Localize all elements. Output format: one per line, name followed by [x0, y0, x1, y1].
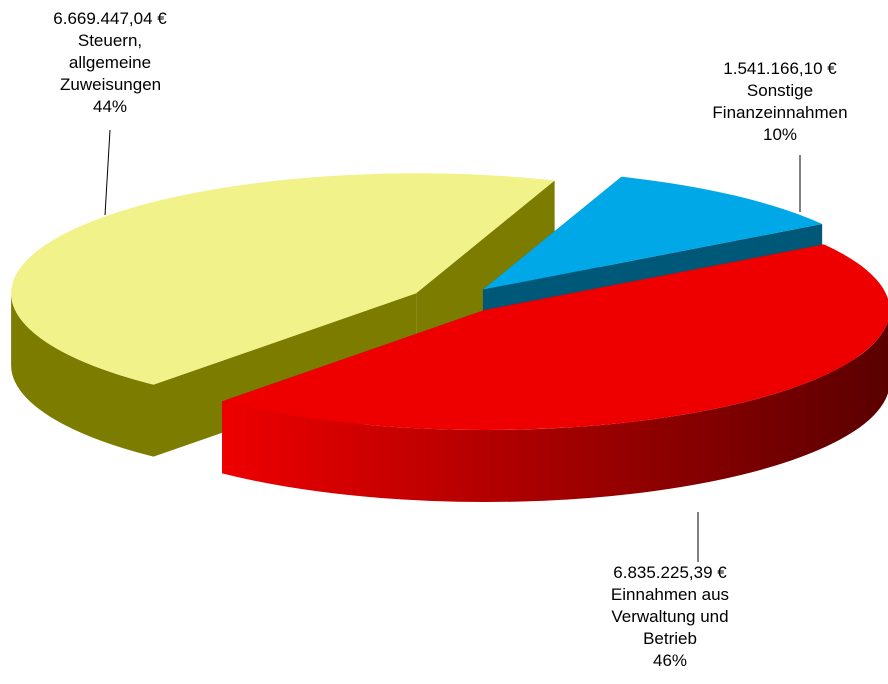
category-label: Sonstige Finanzeinnahmen	[712, 81, 848, 122]
slice-label: 1.541.166,10 € Sonstige Finanzeinnahmen …	[700, 58, 860, 146]
value-label: 1.541.166,10 €	[723, 59, 837, 78]
slice-side	[11, 293, 154, 457]
slice-side	[416, 180, 555, 366]
percent-label: 46%	[652, 651, 688, 670]
category-label: Einnahmen aus Verwaltung und Betrieb	[610, 585, 730, 648]
leader-line	[104, 129, 111, 216]
percent-label: 44%	[92, 97, 128, 116]
slice	[482, 176, 823, 290]
slice	[11, 173, 555, 385]
slice-label: 6.669.447,04 € Steuern, allgemeine Zuwei…	[40, 8, 180, 118]
percent-label: 10%	[762, 125, 798, 144]
slice-side	[222, 320, 888, 503]
category-label: Steuern, allgemeine Zuweisungen	[60, 31, 162, 94]
value-label: 6.669.447,04 €	[53, 9, 167, 28]
value-label: 6.835.225,39 €	[613, 563, 727, 582]
slice-side	[153, 293, 417, 457]
slice	[222, 244, 888, 431]
slice-label: 6.835.225,39 € Einnahmen aus Verwaltung …	[600, 562, 740, 672]
